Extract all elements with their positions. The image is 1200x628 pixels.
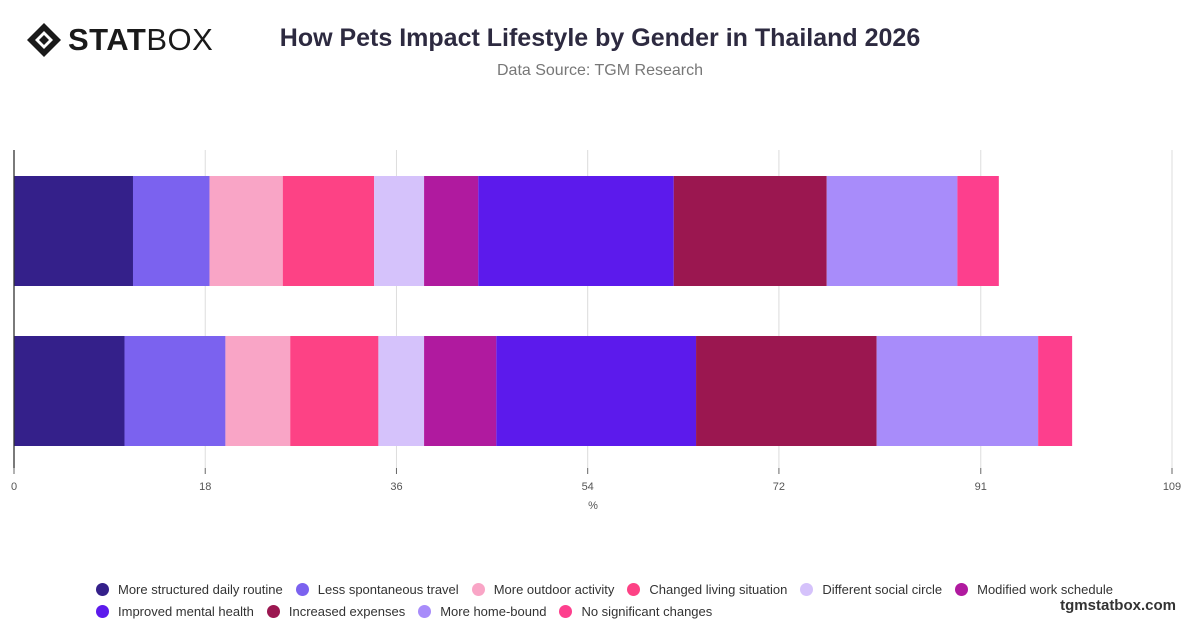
legend-swatch bbox=[96, 582, 109, 596]
legend-label: Increased expenses bbox=[288, 603, 406, 619]
legend-label: No significant changes bbox=[581, 603, 713, 619]
bar-segment bbox=[282, 176, 375, 286]
bar-segment bbox=[496, 336, 697, 446]
bar-segment bbox=[424, 176, 479, 286]
stacked-bar-chart: 0 18 36 54 72 91 109% bbox=[11, 150, 1181, 512]
bar-segment bbox=[876, 336, 1039, 446]
bar-segment bbox=[696, 336, 877, 446]
bar-segment bbox=[374, 176, 425, 286]
legend-label: Modified work schedule bbox=[977, 581, 1113, 597]
chart-subtitle: Data Source: TGM Research bbox=[496, 62, 703, 79]
legend-label: Different social circle bbox=[822, 581, 943, 597]
bar-segment bbox=[14, 336, 125, 446]
statbox-logo: STATBOX bbox=[26, 22, 213, 58]
bar-segment bbox=[1038, 336, 1073, 446]
bar-segment bbox=[826, 176, 958, 286]
legend-item[interactable]: No significant changes bbox=[559, 604, 712, 619]
legend-swatch bbox=[418, 604, 432, 618]
x-tick-label: 36 bbox=[390, 481, 402, 493]
legend-label: Less spontaneous travel bbox=[317, 581, 459, 597]
legend-swatch bbox=[800, 582, 814, 596]
legend-label: Changed living situation bbox=[649, 581, 788, 597]
chart-legend: More structured daily routine Less sponta… bbox=[96, 578, 1126, 622]
legend-item[interactable]: Modified work schedule bbox=[955, 582, 1113, 597]
legend-swatch bbox=[471, 582, 485, 596]
bar-segment bbox=[14, 176, 133, 286]
legend-item[interactable]: Improved mental health bbox=[96, 604, 254, 619]
bar-segment bbox=[209, 176, 283, 286]
x-tick-label: 109 bbox=[1163, 481, 1181, 493]
bar-segment bbox=[290, 336, 379, 446]
legend-item[interactable]: More structured daily routine bbox=[96, 582, 283, 597]
legend-item[interactable]: Less spontaneous travel bbox=[295, 581, 459, 597]
bar-segment bbox=[424, 336, 497, 446]
legend-label: More structured daily routine bbox=[118, 581, 283, 597]
bar-segment bbox=[378, 336, 425, 446]
x-tick-label: 54 bbox=[582, 481, 594, 493]
x-axis-label: % bbox=[588, 500, 598, 512]
legend-label: Improved mental health bbox=[118, 603, 254, 619]
logo-wordmark: STATBOX bbox=[68, 22, 214, 57]
bar-segment bbox=[478, 176, 674, 286]
bar-segment bbox=[673, 176, 827, 286]
bar-segment bbox=[124, 336, 226, 446]
legend-swatch bbox=[559, 604, 573, 618]
bar-segment bbox=[225, 336, 291, 446]
x-tick-label: 0 bbox=[11, 481, 17, 493]
legend-label: More home-bound bbox=[440, 603, 547, 619]
x-tick-label: 91 bbox=[975, 481, 987, 493]
chart-title: How Pets Impact Lifestyle by Gender in T… bbox=[279, 24, 921, 52]
legend-swatch bbox=[627, 582, 641, 596]
bar-segment bbox=[957, 176, 999, 286]
legend-item[interactable]: Different social circle bbox=[800, 582, 942, 597]
legend-label: More outdoor activity bbox=[493, 581, 615, 597]
legend-item[interactable]: Increased expenses bbox=[266, 603, 406, 619]
legend-swatch bbox=[96, 604, 109, 618]
legend-item[interactable]: More outdoor activity bbox=[471, 581, 615, 597]
x-tick-label: 18 bbox=[199, 481, 211, 493]
legend-row: Improved mental health Increased expenses… bbox=[96, 600, 1126, 622]
legend-item[interactable]: Changed living situation bbox=[627, 582, 787, 597]
diamond-logo-icon bbox=[27, 23, 61, 57]
legend-swatch bbox=[295, 582, 309, 596]
legend-item[interactable]: More home-bound bbox=[418, 604, 546, 619]
legend-row: More structured daily routine Less sponta… bbox=[96, 578, 1126, 600]
legend-swatch bbox=[266, 604, 280, 618]
brand-url: tgmstatbox.com bbox=[1060, 597, 1176, 614]
legend-swatch bbox=[955, 582, 969, 596]
x-tick-label: 72 bbox=[773, 481, 785, 493]
bar-segment bbox=[132, 176, 210, 286]
